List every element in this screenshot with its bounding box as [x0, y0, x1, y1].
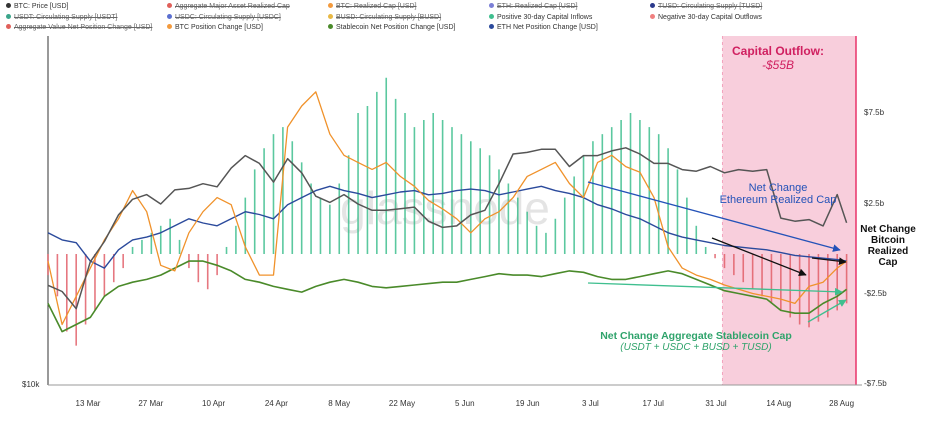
legend-swatch	[167, 24, 172, 29]
legend-item[interactable]: Stablecoin Net Position Change [USD]	[328, 23, 455, 32]
legend-swatch	[650, 14, 655, 19]
y-left-tick-label: $10k	[22, 380, 40, 389]
legend-label: ETH Net Position Change [USD]	[497, 24, 598, 31]
legend-label: USDC: Circulating Supply [USDC]	[175, 14, 281, 21]
legend-item[interactable]: BTC: Price [USD]	[6, 2, 68, 11]
x-tick-label: 31 Jul	[705, 399, 727, 408]
x-tick-label: 24 Apr	[265, 399, 288, 408]
legend-item[interactable]: Negative 30-day Capital Outflows	[650, 13, 762, 22]
x-tick-label: 3 Jul	[582, 399, 599, 408]
legend-swatch	[650, 3, 655, 8]
x-tick-label: 22 May	[389, 399, 415, 408]
legend-item[interactable]: USDC: Circulating Supply [USDC]	[167, 13, 281, 22]
legend-item[interactable]: ETH: Realized Cap [USD]	[489, 2, 578, 11]
legend-swatch	[489, 3, 494, 8]
btc-annotation-line-1: Net Change	[852, 224, 924, 235]
x-tick-label: 13 Mar	[76, 399, 101, 408]
eth-annotation-line-1: Net Change	[708, 182, 848, 194]
legend-label: USDT: Circulating Supply [USDT]	[14, 14, 117, 21]
legend-item[interactable]: BTC: Realized Cap [USD]	[328, 2, 417, 11]
stablecoin-annotation-line-2: (USDT + USDC + BUSD + TUSD)	[576, 342, 816, 353]
legend-swatch	[167, 3, 172, 8]
legend-item[interactable]: Positive 30-day Capital Inflows	[489, 13, 592, 22]
x-tick-label: 27 Mar	[138, 399, 163, 408]
legend-item[interactable]: BUSD: Circulating Supply [BUSD]	[328, 13, 441, 22]
x-tick-label: 10 Apr	[202, 399, 225, 408]
y-right-tick-label: -$2.5b	[864, 289, 887, 298]
chart-legend: BTC: Price [USD] Aggregate Major Asset Re…	[6, 2, 826, 36]
x-tick-label: 14 Aug	[766, 399, 791, 408]
legend-label: BTC: Realized Cap [USD]	[336, 3, 417, 10]
legend-label: TUSD: Circulating Supply [TUSD]	[658, 3, 762, 10]
legend-label: BTC: Price [USD]	[14, 3, 68, 10]
legend-item[interactable]: BTC Position Change [USD]	[167, 23, 263, 32]
legend-label: Positive 30-day Capital Inflows	[497, 14, 592, 21]
legend-swatch	[489, 24, 494, 29]
legend-item[interactable]: Aggregate Value Net Position Change [USD…	[6, 23, 152, 32]
legend-label: ETH: Realized Cap [USD]	[497, 3, 578, 10]
legend-label: BUSD: Circulating Supply [BUSD]	[336, 14, 441, 21]
legend-swatch	[167, 14, 172, 19]
legend-label: Aggregate Major Asset Realized Cap	[175, 3, 290, 10]
capital-outflow-title: Capital Outflow:	[720, 44, 836, 58]
capital-outflow-annotation: Capital Outflow: -$55B	[720, 44, 836, 72]
legend-swatch	[489, 14, 494, 19]
y-right-tick-label: $2.5b	[864, 199, 885, 208]
btc-annotation-line-2: Bitcoin	[852, 235, 924, 246]
btc-annotation-line-3: Realized	[852, 246, 924, 257]
legend-swatch	[6, 14, 11, 19]
stablecoin-net-change-annotation: Net Change Aggregate Stablecoin Cap (USD…	[576, 330, 816, 353]
btc-annotation-line-4: Cap	[852, 257, 924, 268]
legend-item[interactable]: Aggregate Major Asset Realized Cap	[167, 2, 290, 11]
x-tick-label: 19 Jun	[516, 399, 540, 408]
x-tick-label: 8 May	[328, 399, 350, 408]
legend-item[interactable]: TUSD: Circulating Supply [TUSD]	[650, 2, 762, 11]
y-right-tick-label: -$7.5b	[864, 379, 887, 388]
stablecoin-annotation-line-1: Net Change Aggregate Stablecoin Cap	[576, 330, 816, 342]
legend-swatch	[6, 24, 11, 29]
legend-label: Aggregate Value Net Position Change [USD…	[14, 24, 152, 31]
legend-label: BTC Position Change [USD]	[175, 24, 263, 31]
eth-annotation-line-2: Ethereum Realized Cap	[708, 194, 848, 206]
x-tick-label: 5 Jun	[455, 399, 475, 408]
legend-swatch	[6, 3, 11, 8]
legend-label: Stablecoin Net Position Change [USD]	[336, 24, 455, 31]
legend-swatch	[328, 24, 333, 29]
legend-swatch	[328, 3, 333, 8]
legend-item[interactable]: ETH Net Position Change [USD]	[489, 23, 598, 32]
legend-swatch	[328, 14, 333, 19]
btc-net-change-annotation: Net Change Bitcoin Realized Cap	[852, 224, 924, 268]
y-right-tick-label: $7.5b	[864, 108, 885, 117]
legend-item[interactable]: USDT: Circulating Supply [USDT]	[6, 13, 117, 22]
x-tick-label: 17 Jul	[643, 399, 665, 408]
capital-outflow-value: -$55B	[720, 58, 836, 72]
legend-label: Negative 30-day Capital Outflows	[658, 14, 762, 21]
eth-net-change-annotation: Net Change Ethereum Realized Cap	[708, 182, 848, 206]
x-tick-label: 28 Aug	[829, 399, 854, 408]
